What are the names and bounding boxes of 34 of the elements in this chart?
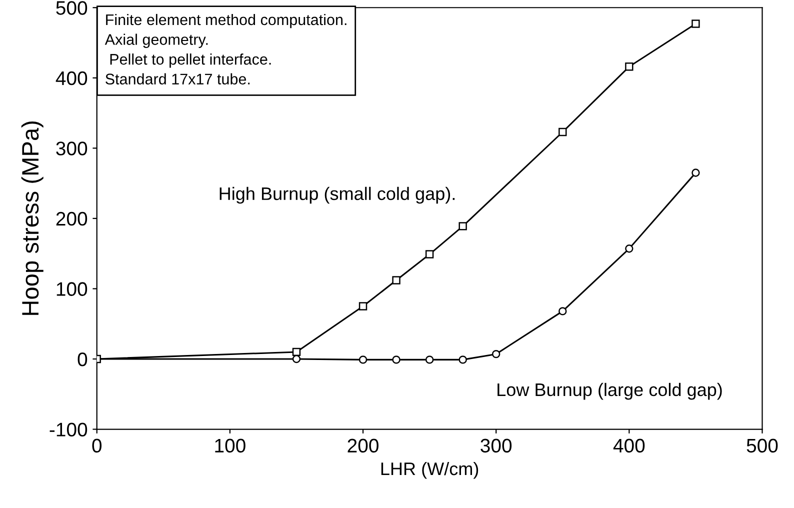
series-label: Low Burnup (large cold gap) (498, 382, 722, 400)
point (392, 276, 400, 284)
point (425, 250, 434, 258)
x-tick-label: 400 (613, 438, 645, 453)
point (358, 302, 368, 310)
y-tick-label: 400 (56, 71, 88, 86)
y-axis-title: Hoop stress (MPa) (21, 121, 44, 315)
x-tick-label: 200 (348, 438, 378, 453)
x-tick-label: 300 (480, 438, 512, 453)
point (392, 356, 400, 364)
point (425, 356, 434, 364)
y-tick-label: 300 (56, 142, 88, 156)
point (492, 350, 500, 358)
x-tick-label: 100 (215, 438, 246, 453)
y-tick-label: 500 (56, 1, 88, 15)
point (692, 168, 700, 177)
y-tick-label: -100 (50, 422, 88, 436)
y-tick-label: 200 (56, 212, 88, 226)
y-tick-label: 0 (78, 352, 88, 366)
point (358, 356, 368, 364)
series-label: High Burnup (small cold gap). (220, 186, 455, 204)
y-tick-label: 100 (56, 282, 88, 296)
point (692, 20, 700, 28)
x-tick-label: 0 (92, 438, 102, 453)
point (292, 348, 301, 356)
point (625, 62, 634, 71)
point (625, 244, 634, 253)
x-axis-title: LHR (W/cm) (381, 462, 478, 479)
point (458, 356, 467, 364)
point (558, 307, 567, 316)
annotation: Finite element method computation. Axial geometry. Pellet to pellet interface. Standard 17x17 tube. (104, 14, 346, 84)
point (458, 222, 467, 230)
x-tick-label: 500 (746, 438, 778, 453)
point (558, 128, 567, 136)
